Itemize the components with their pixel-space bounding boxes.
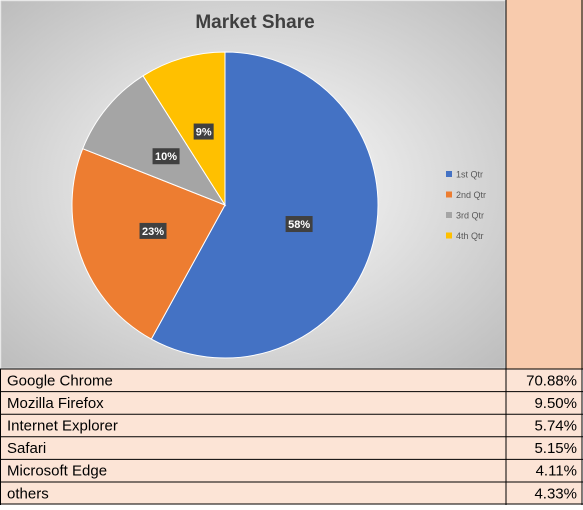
browser-share: 70.88% [526,372,577,389]
browser-name: Safari [7,440,46,457]
browser-name: others [7,485,49,502]
browser-share: 5.74% [534,417,577,434]
browser-name: Mozilla Firefox [7,395,104,412]
column-fill [506,0,583,369]
data-label-box [152,148,180,165]
table-cell [506,436,582,460]
browser-name: Internet Explorer [7,417,118,434]
table-cell [506,369,582,392]
legend-swatch [446,171,452,177]
data-label-box [139,222,167,239]
data-label: 9% [196,126,212,138]
table-cell [0,482,506,505]
data-label-box [193,123,214,140]
data-label: 10% [155,151,177,163]
table-cell [0,436,506,460]
table-cell [0,414,506,437]
browser-share: 5.15% [534,440,577,457]
browser-name: Google Chrome [7,372,113,389]
legend-swatch [446,212,452,218]
table-cell [506,482,582,505]
table-cell [0,391,506,415]
legend-label: 2nd Qtr [456,190,486,200]
pie-slice [150,51,379,359]
data-label-box [285,216,313,233]
browser-share: 4.33% [534,485,577,502]
table-cell [0,459,506,482]
browser-share: 9.50% [534,395,577,412]
data-label: 23% [142,226,164,238]
browser-share: 4.11% [536,463,577,480]
table-cell [0,369,506,392]
table-cell [506,459,582,482]
pie-slice [142,51,226,207]
legend-label: 1st Qtr [456,169,483,179]
legend-swatch [446,191,452,198]
browser-name: Microsoft Edge [7,463,107,480]
legend-swatch [446,232,452,239]
table-cell [506,391,582,415]
pie-slice [71,148,226,340]
table-cell [506,414,582,437]
chart-title: Market Share [195,12,314,33]
pie-slice [82,75,227,207]
data-label: 58% [288,219,310,231]
legend-label: 4th Qtr [456,231,484,241]
legend-label: 3rd Qtr [456,210,484,220]
